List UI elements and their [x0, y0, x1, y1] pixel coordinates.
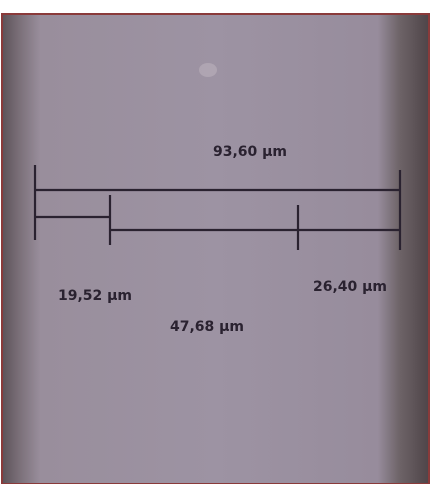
page: 93,60 µm 19,52 µm 47,68 µm 26,40 µm (() …	[0, 0, 431, 484]
sample-image	[2, 14, 429, 484]
speck	[199, 63, 217, 77]
micrograph: 93,60 µm 19,52 µm 47,68 µm 26,40 µm	[0, 0, 431, 484]
measurement-label: 93,60 µm	[213, 144, 287, 160]
measurement-label: 26,40 µm	[313, 279, 387, 295]
measurement-label: 47,68 µm	[170, 319, 244, 335]
measurement-label: 19,52 µm	[58, 288, 132, 304]
